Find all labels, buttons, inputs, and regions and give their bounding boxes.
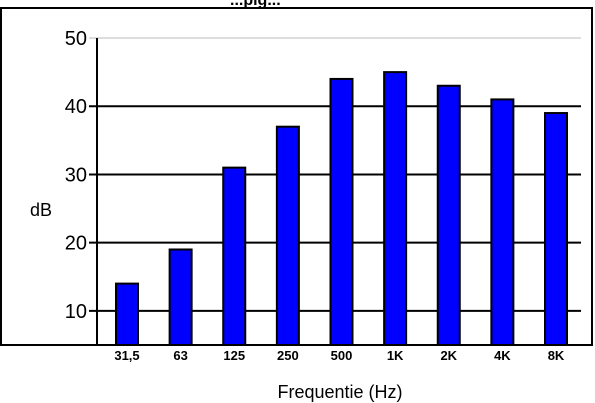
x-tick-label: 8K xyxy=(548,348,565,363)
x-axis-label: Frequentie (Hz) xyxy=(277,382,402,402)
y-tick-label: 10 xyxy=(65,301,87,323)
y-tick-labels: 10 20 30 40 50 xyxy=(65,28,87,323)
bar xyxy=(115,282,139,347)
x-tick-label: 125 xyxy=(223,348,245,363)
bar xyxy=(544,112,568,346)
x-tick-label: 500 xyxy=(331,348,353,363)
bar xyxy=(490,98,515,347)
bar xyxy=(383,71,408,346)
x-tick-label: 1K xyxy=(387,348,404,363)
x-tick-label: 4K xyxy=(494,348,511,363)
bar xyxy=(436,84,461,346)
x-tick-label: 250 xyxy=(277,348,299,363)
y-axis-label: dB xyxy=(30,200,52,220)
y-tick-label: 30 xyxy=(65,164,87,186)
y-tick-label: 50 xyxy=(65,28,87,50)
chart-title-fragment: ...pig... xyxy=(230,0,281,9)
bar xyxy=(329,77,354,347)
x-tick-label: 63 xyxy=(173,348,187,363)
y-tick-label: 20 xyxy=(65,233,87,255)
bars-group xyxy=(115,71,568,347)
bar xyxy=(275,125,300,346)
x-tick-label: 31,5 xyxy=(114,348,139,363)
x-tick-labels: 31,5 63 125 250 500 1K 2K 4K 8K xyxy=(114,348,565,363)
bar xyxy=(222,166,247,346)
bar xyxy=(168,248,193,346)
y-tick-label: 40 xyxy=(65,96,87,118)
x-tick-label: 2K xyxy=(440,348,457,363)
